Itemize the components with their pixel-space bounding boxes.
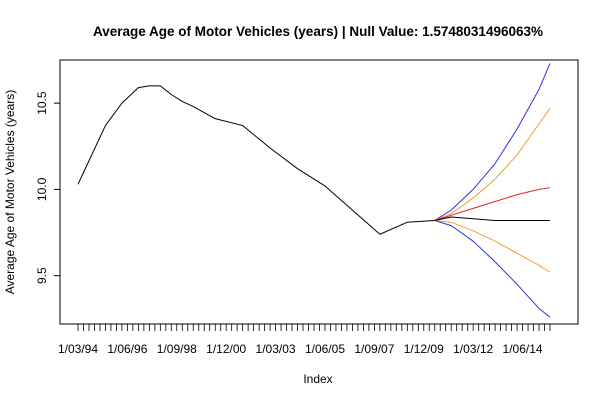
chart-title: Average Age of Motor Vehicles (years) | …	[93, 24, 543, 39]
x-tick-label: 1/12/09	[404, 342, 444, 356]
series-line-upper80	[434, 108, 551, 221]
x-tick-label: 1/03/12	[453, 342, 493, 356]
series-line-mean	[434, 187, 551, 221]
series-line-lower80	[434, 219, 551, 273]
x-tick-label: 1/03/94	[58, 342, 98, 356]
x-axis-label: Index	[303, 372, 332, 386]
x-tick-label: 1/06/96	[107, 342, 147, 356]
x-tick-label: 1/09/07	[354, 342, 394, 356]
x-tick-label: 1/03/03	[256, 342, 296, 356]
series-line-upper95	[434, 63, 551, 221]
y-tick-label: 9.5	[35, 267, 49, 284]
x-tick-label: 1/06/05	[305, 342, 345, 356]
series-line-forecast_center	[434, 216, 550, 221]
y-tick-label: 10.5	[35, 91, 49, 115]
series-line-lower95	[434, 219, 551, 318]
series-layer	[77, 63, 551, 318]
y-tick-label: 10.0	[35, 177, 49, 201]
series-line-history	[77, 85, 435, 235]
x-tick-label: 1/06/14	[503, 342, 543, 356]
plot-frame	[59, 59, 579, 325]
x-tick-label: 1/12/00	[206, 342, 246, 356]
y-axis: 9.5 10.0 10.5	[35, 91, 60, 284]
x-tick-label: 1/09/98	[157, 342, 197, 356]
x-axis: 1/03/94 1/06/96 1/09/98 1/12/00 1/03/03 1/06/…	[58, 324, 551, 356]
y-axis-label: Average Age of Motor Vehicles (years)	[3, 90, 17, 295]
